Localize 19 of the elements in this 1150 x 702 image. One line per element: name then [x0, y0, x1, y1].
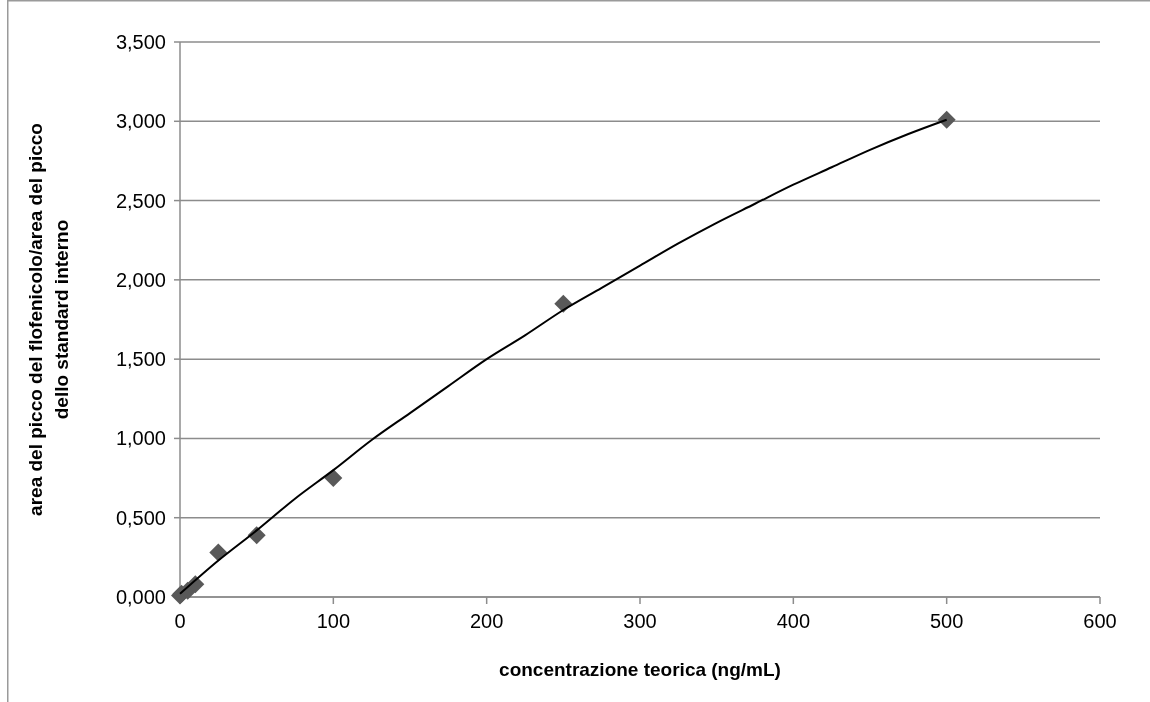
y-tick-label: 2,500	[115, 189, 166, 212]
y-tick-label: 2,000	[115, 268, 166, 291]
y-axis-title: area del picco del flofenicolo/area del picco dello standard interno	[25, 123, 72, 516]
y-tick-label: 3,500	[115, 31, 166, 53]
x-tick-label: 300	[623, 610, 657, 632]
y-tick-label: 1,000	[115, 427, 166, 450]
x-axis-title: concentrazione teorica (ng/mL)	[499, 659, 781, 680]
y-tick-label: 0,500	[115, 506, 166, 529]
point	[209, 543, 228, 562]
y-tick-label: 3,000	[115, 110, 166, 133]
x-tick-label: 400	[776, 610, 811, 632]
y-tick-label: 0,000	[115, 586, 166, 608]
x-tick-label: 500	[929, 610, 964, 632]
y-tick-label: 1,500	[115, 348, 166, 371]
x-tick-label: 0	[174, 610, 186, 632]
point	[937, 110, 956, 129]
x-tick-label: 100	[316, 610, 351, 632]
x-tick-label: 600	[1083, 610, 1117, 632]
x-tick-label: 200	[469, 610, 504, 632]
